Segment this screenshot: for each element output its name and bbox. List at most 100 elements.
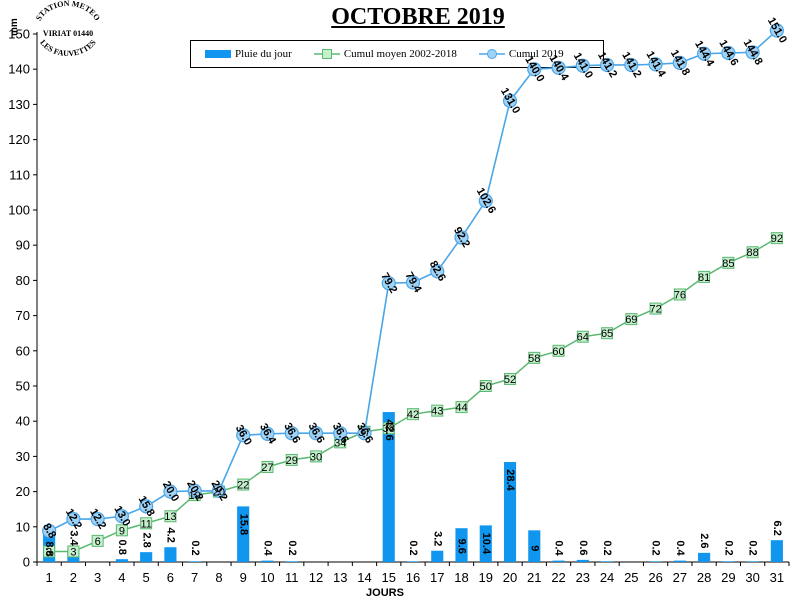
station-stamp: STATION METEO VIRIAT 01440 LES FAUVETTES xyxy=(28,0,108,62)
avg-data-label: 58 xyxy=(528,353,540,365)
rain-bar xyxy=(406,561,420,562)
cum-data-label: 15.8 xyxy=(136,494,157,519)
rain-data-label: 9.6 xyxy=(456,539,468,554)
cum-point xyxy=(430,264,445,279)
x-tick-label: 20 xyxy=(503,570,517,585)
rain-data-label: 0.2 xyxy=(601,540,613,555)
rain-data-label: 0.2 xyxy=(286,540,298,555)
x-tick-label: 13 xyxy=(333,570,347,585)
cum-data-label: 92.2 xyxy=(451,225,472,250)
cum-point xyxy=(721,45,736,61)
avg-data-label: 60 xyxy=(552,346,564,358)
rain-data-label: 0.2 xyxy=(722,540,734,555)
cum-data-label: 12.2 xyxy=(63,507,84,532)
cum-point xyxy=(187,483,202,498)
rain-bar xyxy=(285,561,298,562)
rain-data-label: 3.4 xyxy=(67,530,79,546)
x-tick-label: 9 xyxy=(240,570,247,585)
x-tick-label: 16 xyxy=(406,570,420,585)
avg-data-label: 69 xyxy=(625,314,637,326)
avg-point xyxy=(91,534,104,547)
avg-data-label: 72 xyxy=(649,304,661,316)
cum-point xyxy=(769,23,784,38)
rain-data-label: 2.6 xyxy=(698,533,710,548)
avg-point xyxy=(285,453,298,466)
cum-point xyxy=(260,426,275,441)
rain-bar xyxy=(746,561,759,562)
cum-data-label: 79.2 xyxy=(378,271,399,296)
cum-point xyxy=(599,57,615,73)
rain-data-label: 9 xyxy=(528,545,540,551)
avg-point xyxy=(43,545,56,558)
cum-point xyxy=(114,509,130,524)
x-tick-label: 18 xyxy=(454,570,468,585)
rain-bar xyxy=(649,561,662,562)
x-tick-label: 25 xyxy=(624,570,638,585)
rain-data-label: 15.8 xyxy=(237,514,249,535)
cum-point xyxy=(672,55,687,70)
avg-data-label: 13 xyxy=(164,511,176,523)
avg-point xyxy=(455,401,468,414)
y-tick-label: 110 xyxy=(9,167,30,182)
avg-point xyxy=(698,270,711,283)
avg-data-label: 27 xyxy=(261,462,273,474)
rain-data-label: 0.2 xyxy=(650,540,662,555)
avg-point xyxy=(504,372,517,385)
rain-data-label: 28.4 xyxy=(504,469,516,491)
cum-point xyxy=(696,46,712,61)
x-tick-label: 19 xyxy=(479,570,493,585)
x-tick-label: 4 xyxy=(118,570,125,585)
avg-data-label: 3 xyxy=(70,546,76,558)
cum-point xyxy=(163,484,178,499)
cum-point xyxy=(745,45,760,60)
rain-data-label: 6.2 xyxy=(771,521,783,536)
stamp-middle-text: VIRIAT 01440 xyxy=(43,29,93,38)
avg-point xyxy=(164,510,177,523)
legend-item-cum: Cumul 2019 xyxy=(478,48,564,60)
legend-cum-swatch xyxy=(478,49,505,59)
x-tick-label: 29 xyxy=(721,570,735,585)
y-tick-label: 30 xyxy=(16,449,30,464)
rain-data-label: 0.2 xyxy=(407,540,419,555)
x-tick-label: 7 xyxy=(191,570,198,585)
legend-rain-swatch xyxy=(205,50,231,58)
cum-point xyxy=(527,62,542,77)
cum-point xyxy=(90,511,105,527)
avg-point xyxy=(576,330,589,343)
avg-point xyxy=(140,517,153,530)
avg-point xyxy=(382,422,395,435)
x-tick-label: 6 xyxy=(167,570,174,585)
cum-point xyxy=(454,230,469,245)
avg-point xyxy=(407,408,419,421)
avg-data-label: 22 xyxy=(237,480,249,492)
rain-bar xyxy=(479,525,492,562)
avg-point xyxy=(528,351,541,364)
avg-point xyxy=(479,380,492,392)
rain-data-label: 8.8 xyxy=(43,541,55,556)
avg-data-label: 88 xyxy=(746,247,758,259)
rain-bar xyxy=(455,528,468,562)
cum-point xyxy=(405,275,421,290)
x-tick-label: 28 xyxy=(697,570,711,585)
legend: Pluie du jour Cumul moyen 2002-2018 Cumu… xyxy=(190,40,604,68)
cum-point xyxy=(551,60,566,75)
x-tick-label: 8 xyxy=(215,570,222,585)
avg-point xyxy=(67,545,80,558)
rain-data-label: 0.2 xyxy=(747,540,759,555)
avg-data-label: 9 xyxy=(119,525,125,537)
cum-data-label: 102.6 xyxy=(474,186,498,216)
y-tick-label: 90 xyxy=(16,238,30,253)
rain-bar xyxy=(261,560,274,562)
legend-cum-label: Cumul 2019 xyxy=(508,48,564,60)
avg-point xyxy=(261,460,274,473)
rain-data-label: 0.8 xyxy=(116,540,128,555)
legend-item-avg: Cumul moyen 2002-2018 xyxy=(313,48,457,60)
y-tick-label: 60 xyxy=(16,343,30,358)
cum-point xyxy=(357,426,372,441)
y-tick-label: 130 xyxy=(8,97,30,112)
avg-point xyxy=(431,404,444,417)
x-tick-label: 27 xyxy=(673,570,687,585)
cum-point xyxy=(308,426,324,441)
cum-point xyxy=(648,57,663,72)
avg-point xyxy=(237,478,250,491)
